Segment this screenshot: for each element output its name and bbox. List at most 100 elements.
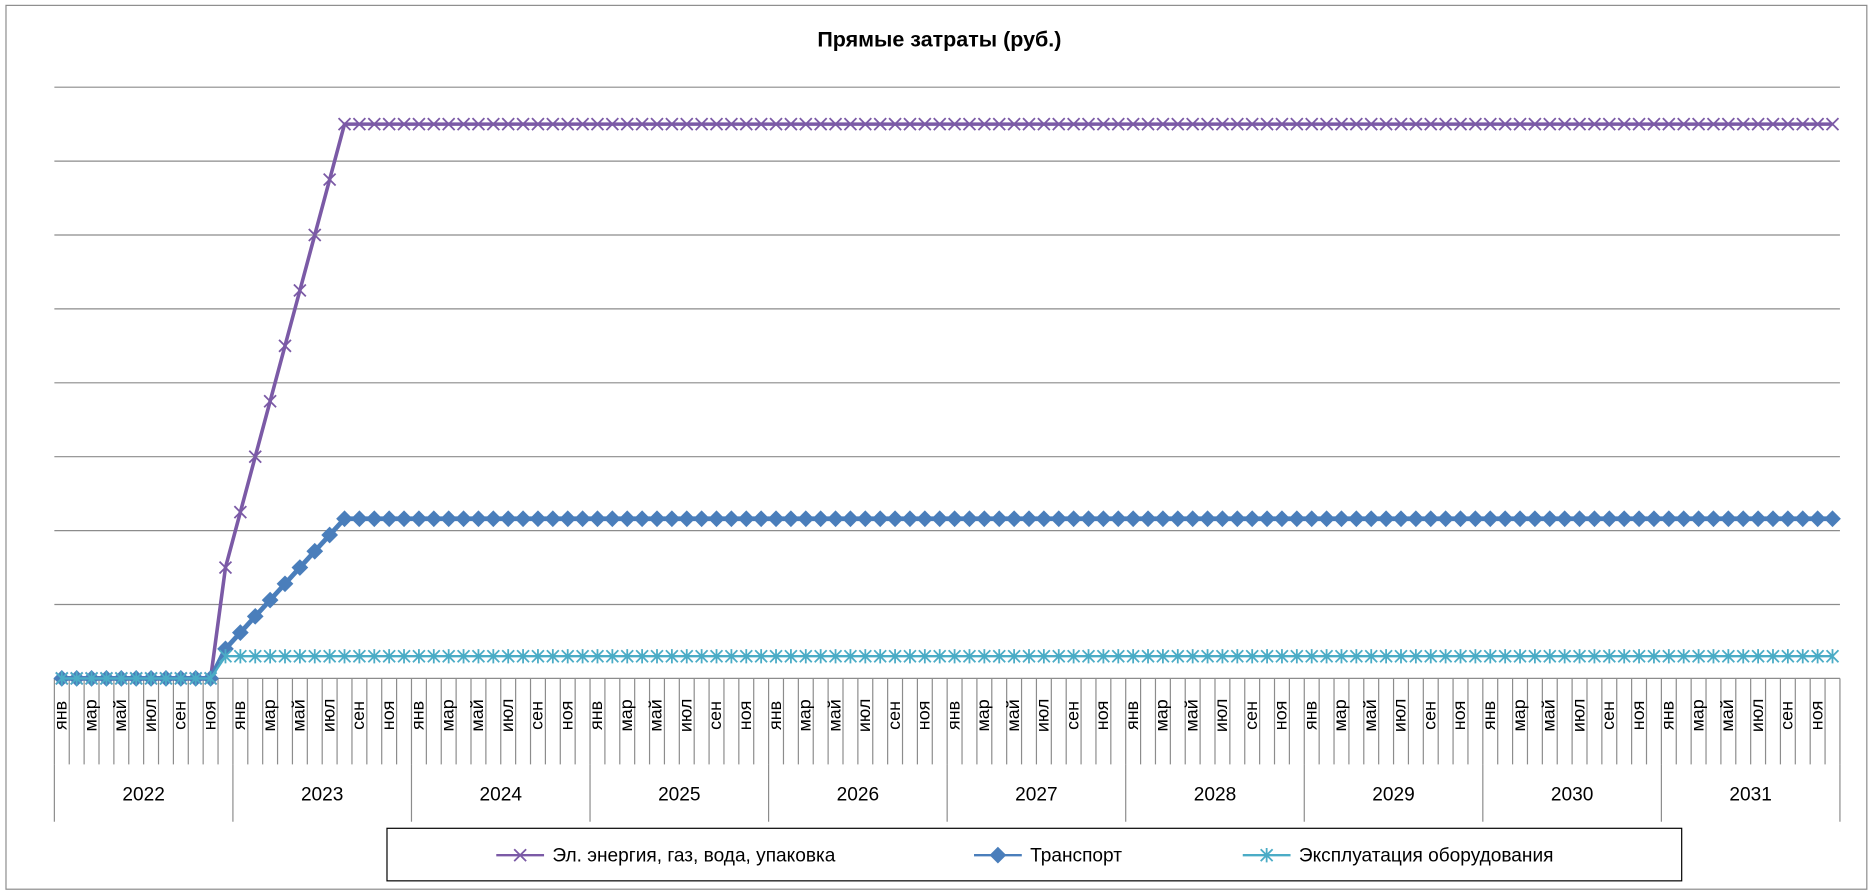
point [410, 510, 428, 528]
legend-marker [1260, 848, 1274, 863]
point [650, 649, 664, 664]
point [1558, 649, 1572, 664]
point [321, 526, 338, 544]
legend-label: Эксплуатация оборудования [1299, 845, 1554, 866]
point [678, 510, 696, 528]
x-tick-label: сен [1598, 701, 1618, 730]
point [1409, 649, 1423, 664]
point [1200, 649, 1215, 664]
point [380, 510, 398, 528]
point [1481, 510, 1499, 528]
point [992, 117, 1006, 131]
point [231, 624, 249, 641]
point [323, 172, 337, 187]
point [1126, 649, 1140, 664]
point [352, 117, 367, 131]
x-tick-label: янв [586, 701, 606, 730]
point [723, 510, 740, 528]
x-group-label: 2026 [837, 784, 879, 805]
point [1586, 510, 1603, 528]
point [1691, 649, 1706, 664]
x-tick-label: июл [1390, 699, 1410, 733]
point [561, 117, 575, 131]
point [752, 510, 770, 528]
point [828, 649, 843, 664]
x-tick-label: ноя [378, 701, 398, 731]
point [397, 649, 411, 664]
point [1825, 117, 1840, 131]
point [947, 649, 962, 664]
point [1022, 117, 1036, 131]
x-tick-label: ноя [735, 701, 755, 731]
point [1825, 649, 1840, 664]
x-tick-label: мар [795, 699, 815, 731]
point [501, 649, 515, 664]
point [1675, 510, 1693, 528]
point [1141, 117, 1155, 131]
point [263, 649, 277, 664]
x-tick-label: ноя [199, 701, 219, 731]
point [1290, 649, 1304, 664]
point [1362, 510, 1380, 528]
point [1543, 117, 1557, 131]
point [858, 117, 872, 131]
point [1705, 510, 1722, 528]
point [1794, 510, 1812, 528]
point [618, 510, 636, 528]
point [1333, 510, 1350, 528]
point [218, 560, 233, 575]
point [1511, 510, 1529, 528]
point [1749, 510, 1767, 528]
point [1541, 510, 1559, 528]
x-group-label: 2025 [658, 784, 700, 805]
point [1394, 117, 1408, 131]
point [648, 510, 666, 528]
x-tick-label: янв [1300, 701, 1320, 730]
point [1439, 649, 1453, 664]
point [352, 649, 367, 664]
point [1171, 117, 1185, 131]
x-tick-label: июл [318, 699, 338, 733]
x-tick-label: мар [437, 699, 457, 731]
point [395, 510, 413, 528]
x-tick-label: июл [497, 699, 517, 733]
x-tick-label: сен [348, 701, 368, 730]
point [367, 117, 381, 131]
point [1437, 510, 1454, 528]
chart-frame [5, 4, 1868, 890]
x-tick-label: май [110, 699, 130, 731]
point [812, 510, 830, 528]
point [1230, 117, 1244, 131]
point [1766, 117, 1780, 131]
x-tick-label: май [646, 699, 666, 731]
point [1468, 117, 1482, 131]
point [1111, 117, 1125, 131]
point [1156, 649, 1170, 664]
x-tick-label: янв [229, 701, 249, 730]
point [276, 575, 294, 593]
point [1379, 117, 1393, 131]
point [665, 649, 679, 664]
point [561, 649, 575, 664]
point [799, 649, 813, 664]
point [739, 649, 753, 664]
point [871, 510, 889, 528]
point [1154, 510, 1172, 528]
point [1632, 117, 1646, 131]
x-tick-label: сен [1062, 701, 1082, 730]
point [514, 510, 532, 528]
x-tick-label: янв [1658, 701, 1678, 730]
point [693, 510, 710, 528]
point [886, 510, 904, 528]
x-group-label: 2030 [1551, 784, 1593, 805]
point [1215, 649, 1230, 664]
x-tick-label: май [1181, 699, 1201, 731]
point [589, 510, 606, 528]
point [1067, 649, 1081, 664]
point [605, 117, 619, 131]
x-tick-label: июл [1747, 699, 1767, 733]
point [1020, 510, 1038, 528]
point [680, 649, 694, 664]
point [1734, 510, 1752, 528]
point [1751, 117, 1765, 131]
